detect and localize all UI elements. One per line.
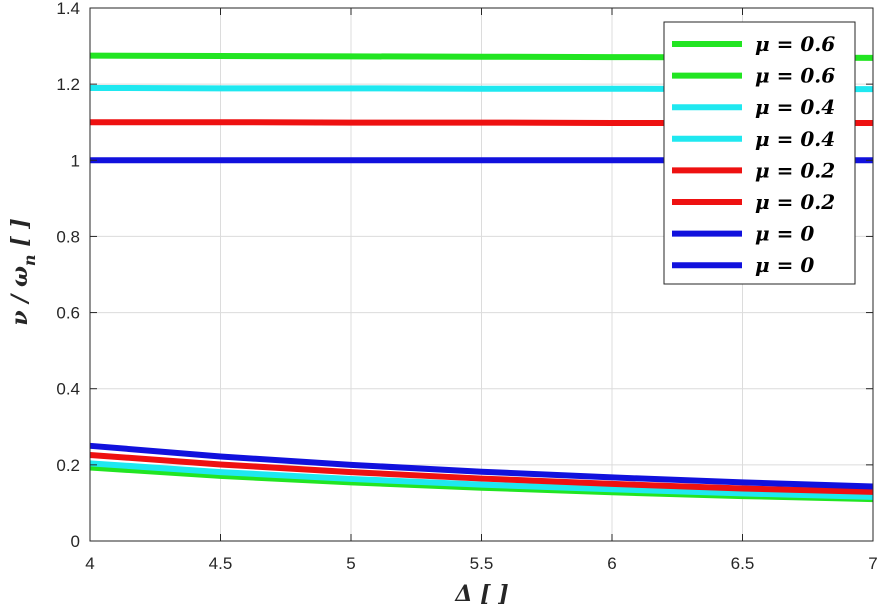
legend-box	[663, 21, 856, 285]
y-axis-title: ν / ωn [ ]	[7, 218, 39, 325]
y-axis-title-unit: [ ]	[7, 218, 33, 254]
legend-label: μ = 0.2	[755, 190, 835, 214]
y-tick-label: 0.2	[56, 456, 80, 475]
y-tick-label: 0.4	[56, 380, 80, 399]
legend-items: μ = 0.6 μ = 0.6 μ = 0.4 μ = 0.4 μ = 0.2 μ = 0…	[672, 32, 835, 277]
x-tick-label: 6	[607, 554, 616, 573]
y-tick-label: 0.6	[56, 304, 80, 323]
y-tick-label: 1.2	[56, 75, 80, 94]
x-tick-label: 4.5	[209, 554, 233, 573]
x-tick-label: 7	[868, 554, 877, 573]
series-line	[89, 460, 874, 500]
legend-label: μ = 0	[755, 222, 814, 246]
legend-label: μ = 0.6	[755, 32, 835, 56]
x-tick-label: 5.5	[470, 554, 494, 573]
y-tick-label: 0.8	[56, 227, 80, 246]
x-tick-label: 4	[85, 554, 94, 573]
legend-label: μ = 0.4	[755, 127, 835, 151]
tick-layer: 4 4.5 5 5.5 6 6.5 7 0 0.2 0.4 0.6 0.8 1 1.2 1.4	[56, 0, 877, 573]
series-line	[89, 442, 874, 490]
y-axis-title-subscript: n	[20, 254, 39, 266]
legend-label: μ = 0	[755, 253, 814, 277]
legend-label: μ = 0.6	[755, 64, 835, 88]
legend: μ = 0.6 μ = 0.6 μ = 0.4 μ = 0.4 μ = 0.2 μ = 0…	[663, 21, 856, 285]
series-line	[89, 451, 874, 495]
x-tick-label: 6.5	[731, 554, 755, 573]
x-axis-title: Δ [ ]	[454, 581, 508, 607]
y-tick-label: 0	[71, 532, 80, 551]
legend-label: μ = 0.4	[755, 95, 835, 119]
y-tick-label: 1	[71, 151, 80, 170]
x-tick-label: 5	[346, 554, 355, 573]
y-tick-label: 1.4	[56, 0, 80, 18]
y-axis-title-main: ν / ω	[7, 266, 33, 326]
legend-label: μ = 0.2	[755, 158, 835, 182]
